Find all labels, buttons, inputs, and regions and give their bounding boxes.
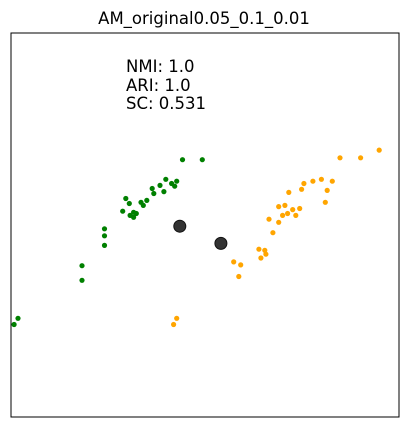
data-point bbox=[276, 219, 282, 225]
data-point bbox=[133, 210, 139, 217]
ari-label: ARI: 1.0 bbox=[126, 76, 191, 95]
data-point bbox=[310, 178, 316, 184]
data-point bbox=[101, 242, 108, 248]
data-point bbox=[199, 157, 205, 163]
data-point bbox=[126, 200, 132, 207]
data-point bbox=[174, 315, 180, 321]
data-point bbox=[157, 182, 163, 188]
data-point bbox=[276, 204, 282, 210]
data-point bbox=[231, 259, 237, 265]
data-points bbox=[11, 147, 382, 328]
metrics-annotation: NMI: 1.0 ARI: 1.0 SC: 0.531 bbox=[126, 57, 206, 113]
centroid-point bbox=[173, 219, 187, 233]
data-point bbox=[324, 187, 330, 193]
data-point bbox=[144, 197, 150, 203]
sc-label: SC: 0.531 bbox=[126, 94, 206, 113]
data-point bbox=[79, 277, 85, 283]
data-point bbox=[301, 180, 307, 187]
data-point bbox=[163, 176, 169, 182]
data-point bbox=[262, 247, 268, 253]
data-point bbox=[101, 226, 108, 232]
data-point bbox=[101, 233, 108, 239]
plot-area-frame bbox=[10, 32, 400, 418]
data-point bbox=[322, 199, 328, 205]
data-point bbox=[266, 216, 272, 222]
data-point bbox=[299, 186, 305, 192]
data-point bbox=[297, 205, 303, 212]
data-point bbox=[290, 207, 296, 213]
chart-title: AM_original0.05_0.1_0.01 bbox=[98, 9, 310, 29]
data-point bbox=[282, 202, 288, 208]
data-point bbox=[270, 230, 276, 236]
data-point bbox=[169, 180, 175, 187]
data-point bbox=[280, 212, 286, 218]
data-point bbox=[149, 185, 155, 192]
data-point bbox=[258, 255, 264, 261]
data-point bbox=[151, 190, 157, 197]
centroid-point bbox=[214, 236, 228, 250]
data-point bbox=[174, 178, 180, 184]
data-point bbox=[263, 251, 269, 257]
data-point bbox=[161, 189, 167, 195]
data-point bbox=[140, 202, 146, 208]
data-point bbox=[376, 147, 382, 153]
data-point bbox=[329, 178, 335, 184]
data-point bbox=[79, 263, 85, 269]
data-point bbox=[318, 176, 324, 182]
data-point bbox=[131, 214, 137, 220]
data-point bbox=[179, 157, 186, 163]
data-point bbox=[120, 208, 126, 214]
data-point bbox=[286, 189, 292, 195]
data-point bbox=[236, 273, 242, 280]
data-point bbox=[171, 321, 177, 328]
data-point bbox=[285, 210, 291, 217]
data-point bbox=[337, 155, 343, 161]
data-point bbox=[11, 321, 17, 328]
data-point bbox=[15, 315, 21, 321]
nmi-label: NMI: 1.0 bbox=[126, 57, 195, 76]
data-point bbox=[238, 262, 244, 268]
data-point bbox=[293, 212, 299, 218]
data-point bbox=[358, 155, 364, 161]
data-point bbox=[256, 246, 262, 252]
data-point bbox=[123, 195, 129, 202]
